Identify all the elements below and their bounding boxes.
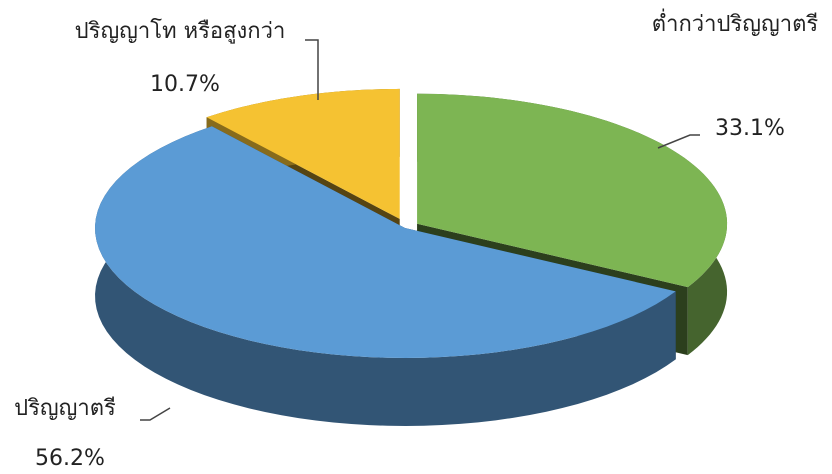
category-label: ต่ำกว่าปริญญาตรี <box>651 12 819 37</box>
slice-top <box>417 93 728 288</box>
value-label: 33.1% <box>715 116 785 141</box>
slice-top <box>95 126 676 358</box>
slice-side <box>95 126 676 426</box>
leader-line <box>140 407 171 421</box>
slice-top <box>206 88 400 219</box>
value-label: 56.2% <box>35 446 105 471</box>
slices <box>95 88 728 426</box>
leader-line <box>657 134 700 149</box>
value-label: 10.7% <box>150 72 220 97</box>
leader-line <box>305 39 319 100</box>
category-label: ปริญญาตรี <box>14 396 116 421</box>
category-label: ปริญญาโท หรือสูงกว่า <box>74 19 286 44</box>
